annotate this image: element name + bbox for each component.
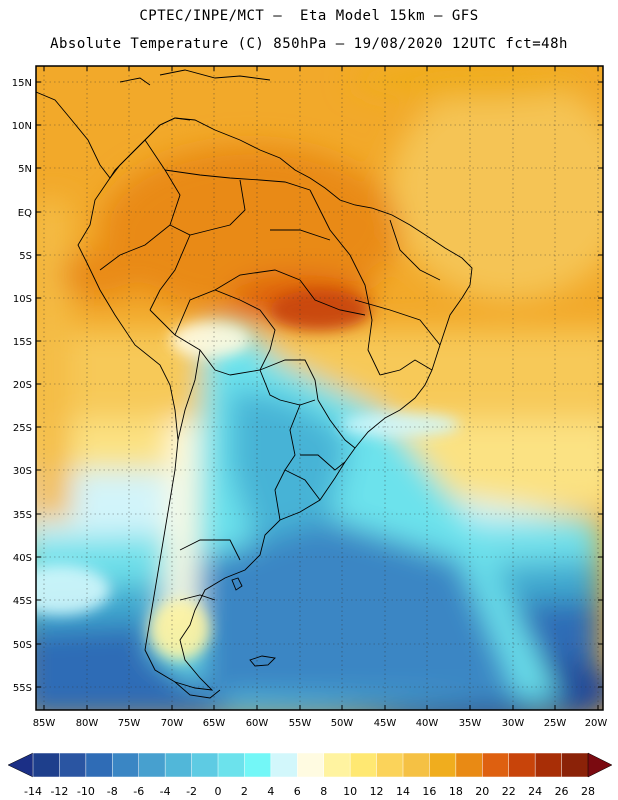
- lon-label: 75W: [118, 718, 141, 729]
- colorbar-swatch: [32, 752, 60, 778]
- colorbar-label: -4: [160, 785, 171, 798]
- colorbar-swatch: [138, 752, 166, 778]
- colorbar-swatch: [191, 752, 219, 778]
- coastlines: [36, 69, 473, 699]
- chart-title-line1: CPTEC/INPE/MCT – Eta Model 15km – GFS: [139, 8, 479, 24]
- colorbar-label: 12: [370, 785, 384, 798]
- colorbar-low-arrow: [7, 752, 34, 778]
- lon-label: 65W: [203, 718, 226, 729]
- lat-label: 10N: [12, 121, 32, 132]
- lon-label: 85W: [33, 718, 56, 729]
- colorbar-label: 8: [320, 785, 327, 798]
- colorbar-swatch: [323, 752, 351, 778]
- colorbar-label: 24: [528, 785, 542, 798]
- lon-label: 45W: [374, 718, 397, 729]
- colorbar-label: 20: [475, 785, 489, 798]
- lon-label: 20W: [585, 718, 608, 729]
- lat-label: 20S: [13, 380, 32, 391]
- lat-label: EQ: [18, 208, 32, 219]
- lat-label: 25S: [13, 423, 32, 434]
- colorbar-label: -6: [133, 785, 144, 798]
- colorbar-swatch: [561, 752, 589, 778]
- lon-label: 50W: [331, 718, 354, 729]
- colorbar-swatch: [482, 752, 510, 778]
- colorbar-label: 28: [581, 785, 595, 798]
- colorbar-swatch: [112, 752, 140, 778]
- temperature-field: [36, 66, 603, 710]
- lon-label: 30W: [502, 718, 525, 729]
- colorbar-swatch: [455, 752, 483, 778]
- lon-label: 25W: [544, 718, 567, 729]
- colorbar-label: 22: [502, 785, 516, 798]
- lon-label: 60W: [246, 718, 269, 729]
- colorbar-labels: -14 -12 -10 -8 -6 -4 -2 0 2 4 6 8 10 12 14 16 18 20 22 24 26…: [24, 785, 595, 798]
- lat-label: 15S: [13, 337, 32, 348]
- lat-label: 10S: [13, 294, 32, 305]
- colorbar-label: 14: [396, 785, 410, 798]
- colorbar: -14 -12 -10 -8 -6 -4 -2 0 2 4 6 8 10 12 14 16 18 20 22 24 26…: [7, 752, 613, 798]
- colorbar-swatch: [429, 752, 457, 778]
- colorbar-label: -8: [107, 785, 118, 798]
- colorbar-swatch: [534, 752, 563, 778]
- lat-label: 30S: [13, 466, 32, 477]
- lon-label: 55W: [289, 718, 312, 729]
- chart-title-line2: Absolute Temperature (C) 850hPa – 19/08/…: [50, 36, 568, 52]
- colorbar-label: 0: [215, 785, 222, 798]
- lat-label: 5S: [19, 251, 32, 262]
- colorbar-label: -2: [186, 785, 197, 798]
- colorbar-high-arrow: [587, 752, 613, 778]
- colorbar-swatch: [244, 752, 272, 778]
- lon-label: 80W: [76, 718, 99, 729]
- latitude-labels: 15N 10N 5N EQ 5S 10S 15S 20S 25S 30S 35S…: [12, 78, 32, 694]
- lat-label: 55S: [13, 683, 32, 694]
- colorbar-label: -14: [24, 785, 42, 798]
- lon-label: 40W: [416, 718, 439, 729]
- lat-label: 15N: [12, 78, 32, 89]
- lat-label: 5N: [18, 164, 32, 175]
- lon-label: 70W: [161, 718, 184, 729]
- colorbar-swatch: [164, 752, 193, 778]
- colorbar-swatch: [349, 752, 378, 778]
- lon-label: 35W: [459, 718, 482, 729]
- colorbar-swatch: [85, 752, 113, 778]
- colorbar-label: 6: [294, 785, 301, 798]
- lat-label: 45S: [13, 596, 32, 607]
- colorbar-swatch: [59, 752, 87, 778]
- colorbar-label: -12: [50, 785, 68, 798]
- colorbar-swatch: [297, 752, 325, 778]
- colorbar-label: 18: [449, 785, 463, 798]
- colorbar-swatch: [508, 752, 536, 778]
- colorbar-swatch: [402, 752, 430, 778]
- colorbar-swatch: [217, 752, 245, 778]
- colorbar-label: 16: [422, 785, 436, 798]
- colorbar-label: 26: [555, 785, 569, 798]
- lat-label: 40S: [13, 553, 32, 564]
- colorbar-swatch: [376, 752, 404, 778]
- axis-ticks: [36, 66, 603, 710]
- colorbar-label: -10: [77, 785, 95, 798]
- lat-label: 35S: [13, 510, 32, 521]
- colorbar-swatch: [270, 752, 298, 778]
- colorbar-label: 4: [267, 785, 274, 798]
- colorbar-swatches: [32, 752, 589, 778]
- colorbar-label: 10: [343, 785, 357, 798]
- longitude-labels: 85W 80W 75W 70W 65W 60W 55W 50W 45W 40W …: [33, 718, 608, 729]
- colorbar-label: 2: [241, 785, 248, 798]
- lat-label: 50S: [13, 640, 32, 651]
